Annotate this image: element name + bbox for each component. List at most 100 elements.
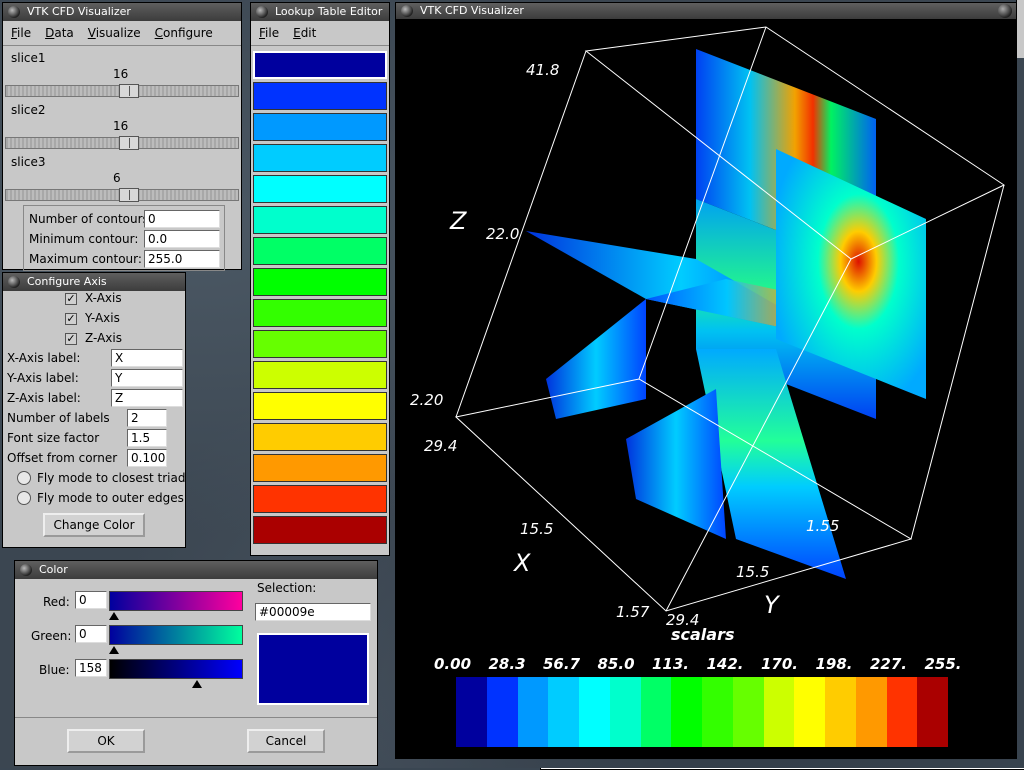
slice-slider[interactable] — [5, 84, 239, 98]
axis-option-input[interactable]: 1.5 — [127, 429, 167, 447]
contour-input[interactable]: 0.0 — [144, 230, 220, 248]
window-menu-icon[interactable] — [8, 6, 20, 18]
lookup-color-swatch[interactable] — [253, 392, 387, 420]
configure-axis-title: Configure Axis — [27, 275, 107, 288]
lookup-color-swatch[interactable] — [253, 144, 387, 172]
window-menu-icon[interactable] — [256, 6, 268, 18]
scalar-bar-segment — [609, 677, 641, 747]
axis-option-label: Offset from corner — [7, 451, 118, 465]
window-menu-icon[interactable] — [401, 5, 413, 17]
lookup-menubar: File Edit — [251, 21, 389, 46]
lookup-color-swatch[interactable] — [253, 82, 387, 110]
configure-axis-window: Configure Axis ✓ X-Axis ✓ Y-Axis ✓ Z-Axis X-Ax… — [2, 272, 186, 548]
channel-pointer-icon[interactable] — [109, 612, 119, 620]
slider-thumb[interactable] — [119, 84, 139, 98]
slice-slider[interactable] — [5, 188, 239, 202]
lookup-color-swatch[interactable] — [253, 51, 387, 79]
color-dialog: Color Red: 0 Green: 0 Blue: 158 Selection: #0… — [14, 560, 378, 766]
channel-value-input[interactable]: 0 — [75, 591, 107, 609]
lookup-menu-file[interactable]: File — [259, 26, 280, 40]
slice-value: 16 — [113, 67, 129, 81]
contour-input[interactable]: 0 — [144, 210, 220, 228]
contour-group: Number of contours: 0 Minimum contour: 0.0 M… — [23, 205, 225, 271]
cancel-button[interactable]: Cancel — [247, 729, 325, 753]
lookup-color-swatch[interactable] — [253, 454, 387, 482]
channel-gradient-slider[interactable] — [109, 659, 243, 679]
channel-gradient-slider[interactable] — [109, 591, 243, 611]
axis-option-input[interactable]: 2 — [127, 409, 167, 427]
menu-file[interactable]: File — [11, 26, 32, 40]
lookup-color-swatch[interactable] — [253, 361, 387, 389]
scalar-bar-segment — [548, 677, 579, 747]
axis-label-caption: X-Axis label: — [7, 351, 81, 365]
window-menu-icon[interactable] — [20, 564, 32, 576]
lookup-color-swatch[interactable] — [253, 330, 387, 358]
menu-data[interactable]: Data — [45, 26, 74, 40]
menu-configure[interactable]: Configure — [154, 26, 213, 40]
axis-label-input[interactable]: X — [111, 349, 183, 367]
color-dialog-title: Color — [39, 563, 68, 576]
scalar-bar-segment — [702, 677, 733, 747]
color-preview — [257, 633, 369, 705]
lookup-color-swatch[interactable] — [253, 485, 387, 513]
lookup-table-titlebar[interactable]: Lookup Table Editor — [251, 3, 389, 21]
fly-mode-radio[interactable] — [17, 491, 31, 505]
scalar-bar-segment — [855, 677, 887, 747]
y-axis-tick-label: 15.5 — [736, 563, 769, 581]
lookup-menu-edit[interactable]: Edit — [293, 26, 317, 40]
channel-gradient-slider[interactable] — [109, 625, 243, 645]
lookup-color-swatch[interactable] — [253, 206, 387, 234]
close-icon[interactable] — [998, 4, 1012, 18]
slider-thumb[interactable] — [119, 188, 139, 202]
bounding-box-outline — [454, 26, 1006, 612]
lookup-color-swatch[interactable] — [253, 113, 387, 141]
axis-checkbox[interactable]: ✓ — [65, 292, 77, 305]
axis-label-caption: Y-Axis label: — [7, 371, 79, 385]
axis-checkbox[interactable]: ✓ — [65, 332, 77, 345]
contour-input[interactable]: 255.0 — [144, 250, 220, 268]
window-menu-icon[interactable] — [8, 276, 20, 288]
scalar-bar-segment — [486, 677, 518, 747]
slider-thumb[interactable] — [119, 136, 139, 150]
configure-axis-titlebar[interactable]: Configure Axis — [3, 273, 185, 291]
channel-value-input[interactable]: 158 — [75, 659, 107, 677]
lookup-color-swatch[interactable] — [253, 175, 387, 203]
channel-pointer-icon[interactable] — [192, 680, 202, 688]
scalar-bar-segment — [732, 677, 764, 747]
scalar-tick-label: 198. — [815, 655, 853, 673]
lookup-color-swatch[interactable] — [253, 299, 387, 327]
selection-input[interactable]: #00009e — [255, 603, 371, 621]
vtk-window-titlebar[interactable]: VTK CFD Visualizer — [396, 3, 1016, 19]
scalar-tick-label: 255. — [924, 655, 962, 673]
channel-pointer-icon[interactable] — [109, 646, 119, 654]
lookup-color-swatch[interactable] — [253, 423, 387, 451]
scalar-bar-segment — [794, 677, 825, 747]
ok-button[interactable]: OK — [67, 729, 145, 753]
lookup-color-swatch[interactable] — [253, 516, 387, 544]
scalar-bar-segment — [671, 677, 702, 747]
x-axis-tick-label: 1.57 — [616, 603, 650, 621]
axis-option-input[interactable]: 0.1000 — [127, 449, 167, 467]
scalar-tick-label: 227. — [870, 655, 908, 673]
color-dialog-titlebar[interactable]: Color — [15, 561, 377, 579]
lookup-color-swatch[interactable] — [253, 268, 387, 296]
channel-label: Blue: — [39, 663, 70, 677]
axis-label-input[interactable]: Z — [111, 389, 183, 407]
menu-visualize[interactable]: Visualize — [87, 26, 141, 40]
scalar-bar-segment — [917, 677, 948, 747]
axis-label-input[interactable]: Y — [111, 369, 183, 387]
vtk-render-window[interactable]: VTK CFD Visualizer — [395, 2, 1017, 759]
fly-mode-radio[interactable] — [17, 471, 31, 485]
slice-slider[interactable] — [5, 136, 239, 150]
channel-value-input[interactable]: 0 — [75, 625, 107, 643]
scalar-tick-label: 85.0 — [597, 655, 635, 673]
main-window-titlebar[interactable]: VTK CFD Visualizer — [3, 3, 241, 21]
lookup-color-swatch[interactable] — [253, 237, 387, 265]
change-color-button[interactable]: Change Color — [43, 513, 145, 537]
axis-label-caption: Z-Axis label: — [7, 391, 81, 405]
scalar-bar-segment — [579, 677, 610, 747]
contour-label: Maximum contour: — [29, 252, 142, 266]
axis-checkbox[interactable]: ✓ — [65, 312, 77, 325]
vtk-render-canvas[interactable]: 41.8 22.0 2.20 29.4 15.5 1.57 29.4 15.5 1.55 Z X Y — [396, 19, 1016, 757]
scalar-tick-label: 0.00 — [434, 655, 472, 673]
